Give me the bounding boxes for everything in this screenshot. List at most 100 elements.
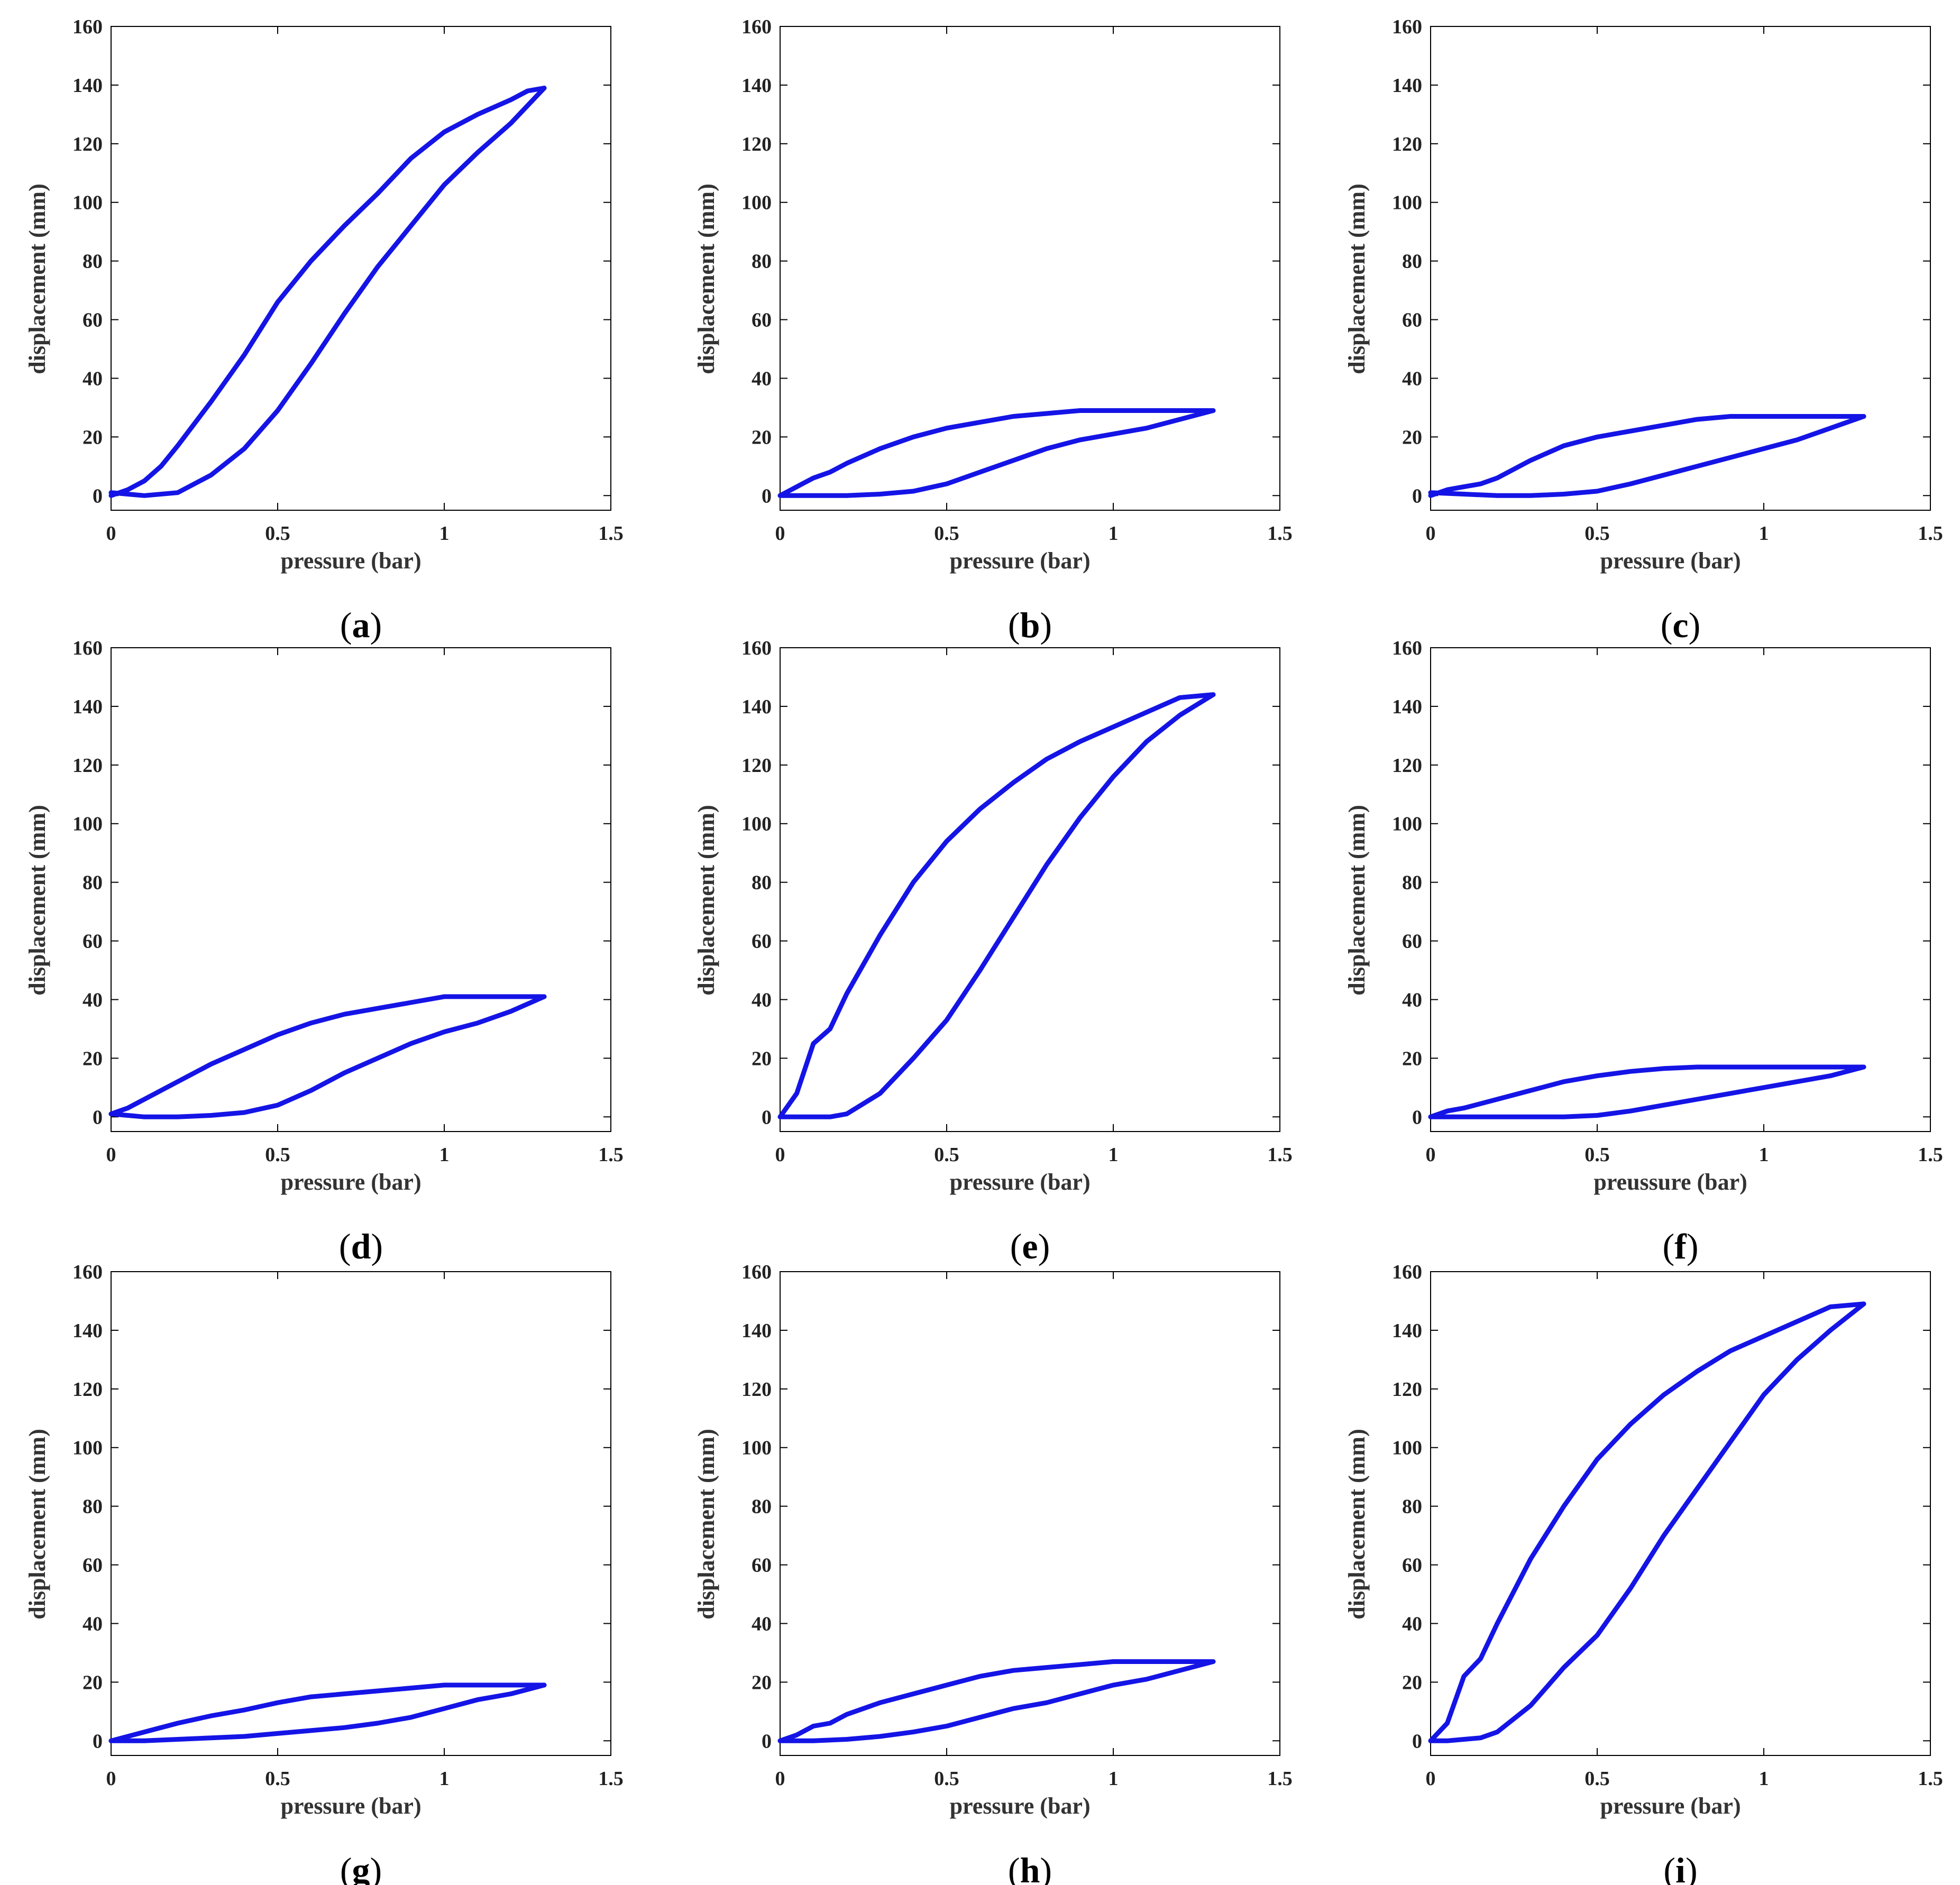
x-tick-label: 1	[1109, 1144, 1119, 1166]
panel-h: 0 20 40 60 80 100 120 140 160 0 0.5 1 1.5 pressure (b…	[693, 1261, 1293, 1885]
panel-i: 0 20 40 60 80 100 120 140 160 0 0.5 1 1.5 pressure (b…	[1344, 1261, 1943, 1885]
y-tick-label: 160	[1392, 16, 1422, 38]
y-axis-label: displacement (mm)	[24, 805, 50, 996]
y-tick-label: 40	[1402, 1613, 1422, 1635]
x-axis-label: pressure (bar)	[281, 1169, 422, 1195]
series-unloading-line	[1428, 1301, 1866, 1743]
plot-frame	[780, 26, 1280, 511]
x-tick-label: 0	[106, 522, 116, 545]
y-tick-label: 140	[72, 75, 103, 97]
y-tick-label: 160	[1392, 1261, 1422, 1283]
y-tick-label: 120	[72, 1378, 103, 1401]
panel-f: 0 20 40 60 80 100 120 140 160 0 0.5 1 1.5 preussure (…	[1344, 637, 1943, 1266]
panel-g: 0 20 40 60 80 100 120 140 160 0 0.5 1 1.5 pressure (b…	[24, 1261, 624, 1885]
y-tick-label: 80	[83, 251, 103, 273]
x-tick-label: 1	[439, 1144, 450, 1166]
y-tick-label: 100	[1392, 192, 1422, 214]
y-axis-label: displacement (mm)	[693, 1429, 719, 1620]
x-tick-label: 0	[1426, 1768, 1436, 1790]
y-axis-label: displacement (mm)	[693, 805, 719, 996]
panel-label-open: (	[1008, 605, 1020, 645]
panel-label: (c)	[1661, 605, 1701, 645]
y-tick-label: 60	[752, 309, 772, 332]
x-tick-label: 1.5	[598, 1144, 624, 1166]
plot-frame	[1430, 26, 1931, 511]
x-tick-label: 0	[775, 522, 785, 545]
y-axis-label: displacement (mm)	[1344, 805, 1370, 996]
y-tick-label: 120	[741, 755, 772, 777]
x-axis-label: pressure (bar)	[1600, 1793, 1741, 1819]
panel-label-open: (	[1663, 1226, 1675, 1266]
series-loading-line	[777, 692, 1216, 1119]
y-tick-label: 80	[83, 1496, 103, 1518]
x-tick-label: 0	[106, 1144, 116, 1166]
x-tick-label: 1	[1759, 522, 1769, 545]
panel-label-letter: f	[1674, 1226, 1687, 1266]
x-tick-label: 0	[775, 1144, 785, 1166]
y-tick-label: 80	[1402, 1496, 1422, 1518]
y-tick-label: 100	[741, 192, 772, 214]
x-tick-label: 0	[1426, 522, 1436, 545]
y-tick-label: 40	[83, 989, 103, 1011]
series-loading-line	[1428, 1064, 1866, 1119]
panel-label: (e)	[1010, 1226, 1050, 1266]
panel-label-close: )	[1038, 1226, 1050, 1266]
panel-a: 0 20 40 60 80 100 120 140 160 0 0.5 1 1.5 pressure (b…	[24, 16, 624, 645]
y-tick-label: 160	[741, 637, 772, 659]
panel-label-open: (	[340, 1850, 352, 1885]
panel-label-close: )	[1687, 1226, 1699, 1266]
x-tick-label: 1.5	[598, 1768, 624, 1790]
y-tick-label: 0	[93, 485, 103, 507]
plot-frame	[111, 1271, 611, 1756]
panel-label-letter: d	[351, 1226, 371, 1266]
series-loading-line	[108, 1682, 547, 1743]
y-tick-label: 140	[72, 1320, 103, 1342]
panel-label: (g)	[340, 1850, 382, 1885]
y-tick-label: 160	[741, 16, 772, 38]
plot-frame	[780, 647, 1280, 1132]
panel-label-letter: g	[352, 1850, 370, 1885]
y-tick-label: 60	[1402, 1555, 1422, 1577]
y-tick-label: 80	[83, 872, 103, 894]
y-tick-label: 100	[741, 813, 772, 835]
series-loading-line	[108, 86, 547, 498]
y-tick-label: 20	[83, 1047, 103, 1070]
panel-label-close: )	[371, 1226, 383, 1266]
panel-label-close: )	[370, 1850, 382, 1885]
y-tick-label: 20	[1402, 426, 1422, 448]
x-tick-label: 0.5	[1585, 522, 1610, 545]
y-tick-label: 0	[93, 1730, 103, 1752]
panel-label-letter: a	[352, 605, 370, 645]
plot-frame	[1430, 647, 1931, 1132]
panel-label-close: )	[1040, 1850, 1052, 1885]
x-tick-label: 1	[1759, 1768, 1769, 1790]
x-tick-label: 1	[1109, 522, 1119, 545]
x-axis-label: pressure (bar)	[1600, 548, 1741, 574]
series-unloading-line	[777, 408, 1216, 498]
y-tick-label: 160	[72, 1261, 103, 1283]
y-tick-label: 40	[83, 367, 103, 390]
panel-label: (a)	[340, 605, 382, 645]
panel-label-letter: i	[1675, 1850, 1686, 1885]
y-tick-label: 120	[1392, 755, 1422, 777]
y-tick-label: 40	[1402, 989, 1422, 1011]
series-loading-line	[777, 1659, 1216, 1743]
series-loading-line	[1428, 1301, 1866, 1743]
y-axis-label: displacement (mm)	[1344, 1429, 1370, 1620]
x-tick-label: 0.5	[1585, 1768, 1610, 1790]
y-tick-label: 120	[741, 1378, 772, 1401]
series-unloading-line	[1428, 1064, 1866, 1119]
x-tick-label: 0.5	[1585, 1144, 1610, 1166]
y-tick-label: 20	[1402, 1671, 1422, 1694]
series-unloading-line	[108, 1682, 547, 1743]
panel-label-close: )	[1689, 605, 1701, 645]
y-tick-label: 80	[1402, 872, 1422, 894]
y-tick-label: 0	[762, 485, 772, 507]
panel-label-open: (	[340, 605, 352, 645]
panel-label: (b)	[1008, 605, 1052, 645]
x-tick-label: 0	[1426, 1144, 1436, 1166]
y-tick-label: 140	[1392, 1320, 1422, 1342]
y-tick-label: 160	[1392, 637, 1422, 659]
x-tick-label: 1	[1759, 1144, 1769, 1166]
y-tick-label: 40	[1402, 367, 1422, 390]
